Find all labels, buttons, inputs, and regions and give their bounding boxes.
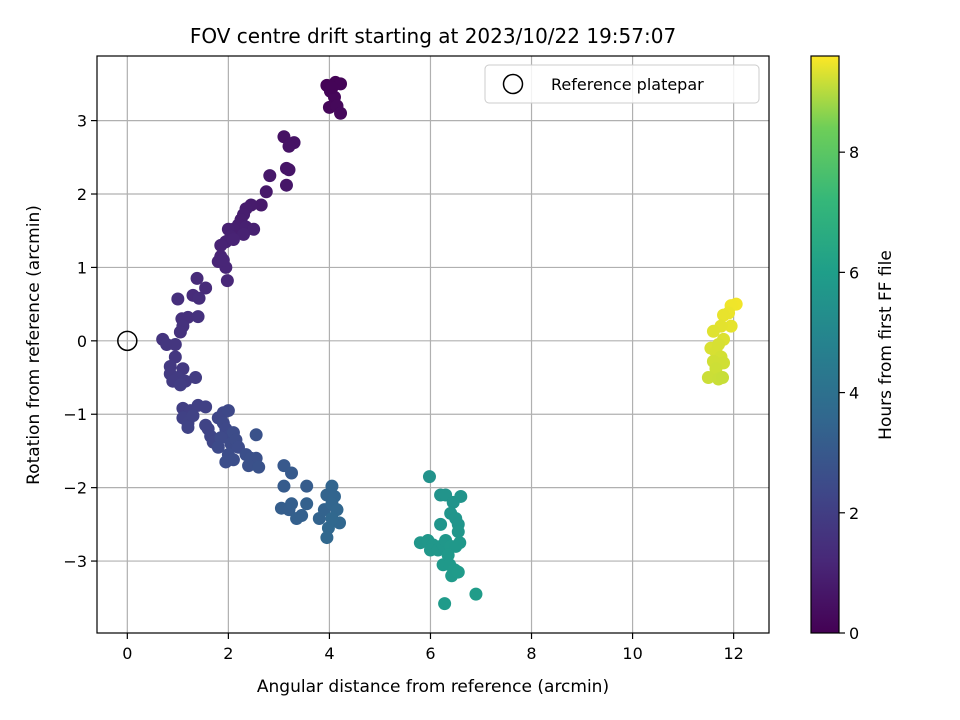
scatter-point <box>441 548 455 562</box>
y-tick-label: 1 <box>77 258 87 277</box>
scatter-point <box>237 227 251 241</box>
colorbar-ticks: 0 2 4 6 8 <box>839 143 859 643</box>
scatter-point <box>325 479 339 493</box>
scatter-point <box>320 531 334 545</box>
scatter-point <box>249 428 263 442</box>
scatter-point <box>451 565 465 579</box>
chart-title: FOV centre drift starting at 2023/10/22 … <box>190 24 676 48</box>
scatter-point <box>226 453 240 467</box>
scatter-point <box>300 497 314 511</box>
legend: Reference platepar <box>484 64 760 104</box>
x-ticks: 0 2 4 6 8 10 12 <box>122 633 744 663</box>
y-tick-label: 3 <box>77 112 87 131</box>
colorbar-frame <box>810 55 840 634</box>
scatter-point <box>701 371 715 385</box>
scatter-point <box>325 81 339 95</box>
scatter-point <box>216 253 230 267</box>
scatter-point <box>220 274 234 288</box>
scatter-point <box>300 479 314 493</box>
scatter-point <box>724 319 738 333</box>
scatter-point <box>277 479 291 493</box>
scatter-point <box>422 470 436 484</box>
scatter-point <box>716 371 730 385</box>
scatter-point <box>454 489 468 503</box>
x-tick-label: 0 <box>122 644 132 663</box>
scatter-point <box>168 338 182 351</box>
scatter-point <box>199 400 213 414</box>
scatter-point <box>285 466 299 480</box>
scatter-point <box>190 271 204 285</box>
scatter-point <box>191 310 205 324</box>
legend-entry: Reference platepar <box>551 75 704 94</box>
colorbar-tick-label: 2 <box>849 504 859 523</box>
scatter-point <box>263 169 277 183</box>
scatter-point <box>254 198 268 212</box>
legend-marker <box>502 73 524 95</box>
scatter-point <box>242 459 256 473</box>
scatter-point <box>279 178 293 192</box>
scatter-point <box>451 525 465 539</box>
scatter-point <box>192 291 206 305</box>
scatter-point <box>173 325 187 339</box>
scatter-point <box>171 292 185 306</box>
y-tick-label: 2 <box>77 185 87 204</box>
scatter-point <box>186 409 200 423</box>
scatter-point <box>295 509 309 523</box>
colorbar-tick-label: 0 <box>849 624 859 643</box>
scatter-point <box>453 536 467 550</box>
grid <box>97 56 769 633</box>
x-tick-label: 10 <box>622 644 642 663</box>
scatter-point <box>334 106 348 120</box>
x-tick-label: 2 <box>223 644 233 663</box>
x-tick-label: 4 <box>324 644 334 663</box>
scatter-point <box>282 139 296 153</box>
scatter-point <box>259 185 273 199</box>
scatter-point <box>247 222 261 236</box>
points <box>156 75 743 611</box>
x-tick-label: 6 <box>425 644 435 663</box>
scatter-point <box>706 324 720 338</box>
scatter-point <box>214 238 228 252</box>
scatter-point <box>168 350 182 364</box>
scatter-point <box>325 511 339 525</box>
colorbar-tick-label: 4 <box>849 384 859 403</box>
scatter-point <box>717 308 731 322</box>
plot-frame <box>96 55 770 634</box>
scatter-point <box>181 420 195 434</box>
scatter-point <box>173 378 187 392</box>
x-axis-label: Angular distance from reference (arcmin) <box>257 677 609 697</box>
colorbar: 0 2 4 6 8 Hours from first FF file <box>810 55 896 643</box>
scatter-point <box>711 338 725 351</box>
colorbar-gradient <box>811 56 839 633</box>
y-tick-label: 0 <box>77 332 87 351</box>
colorbar-tick-label: 8 <box>849 143 859 162</box>
scatter-point <box>285 497 299 511</box>
y-tick-label: −2 <box>63 479 87 498</box>
reference-marker <box>117 330 138 352</box>
scatter-point <box>434 517 448 531</box>
scatter-point <box>221 404 235 418</box>
y-ticks: −3 −2 −1 0 1 2 3 <box>63 112 97 571</box>
x-tick-label: 8 <box>526 644 536 663</box>
x-tick-label: 12 <box>723 644 743 663</box>
colorbar-tick-label: 6 <box>849 263 859 282</box>
scatter-point <box>277 130 291 144</box>
scatter-point <box>226 233 240 247</box>
scatter-point <box>282 163 296 177</box>
y-tick-label: −1 <box>63 405 87 424</box>
scatter-point <box>469 587 483 601</box>
scatter-point <box>252 460 266 474</box>
scatter-point <box>438 597 452 611</box>
legend-box <box>484 64 760 104</box>
colorbar-label: Hours from first FF file <box>876 250 896 440</box>
scatter-point <box>199 281 213 295</box>
y-tick-label: −3 <box>63 552 87 571</box>
scatter-point <box>211 440 225 454</box>
y-axis-label: Rotation from reference (arcmin) <box>24 205 44 485</box>
scatter-point <box>189 371 203 385</box>
